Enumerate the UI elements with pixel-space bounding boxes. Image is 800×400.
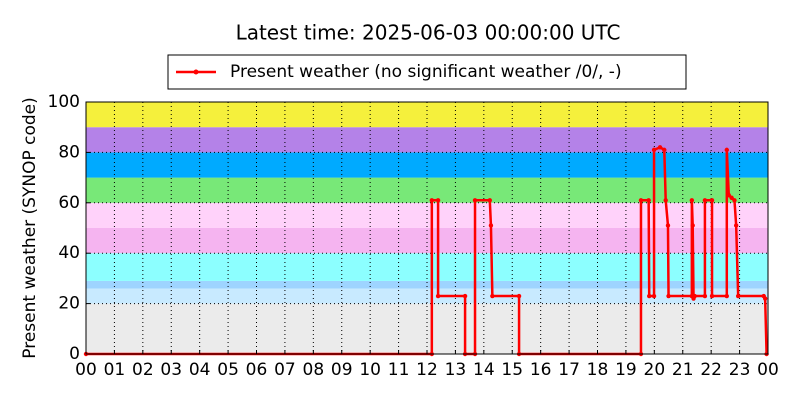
data-point — [435, 293, 441, 299]
data-point — [702, 198, 708, 203]
data-point — [724, 293, 729, 299]
legend: Present weather (no significant weather … — [176, 62, 622, 82]
x-tick-label: 03 — [160, 360, 182, 380]
data-point — [516, 293, 522, 299]
x-tick-label: 23 — [729, 360, 751, 380]
series-line — [86, 146, 768, 356]
x-tick-label: 08 — [303, 360, 325, 380]
data-point — [732, 198, 737, 203]
y-tick-label: 40 — [58, 243, 80, 263]
x-tick-label: 09 — [331, 360, 353, 380]
axes: 0 20 40 60 80 100 00 01 02 03 04 05 06 07 08 09 10 11 12 13… — [48, 92, 779, 380]
legend-label: Present weather (no significant weather … — [230, 62, 622, 82]
x-tick-label: 22 — [700, 360, 722, 380]
data-point — [726, 193, 731, 198]
data-point — [663, 198, 668, 203]
band — [86, 303, 768, 354]
data-point — [709, 198, 715, 203]
data-point — [702, 293, 708, 299]
data-point — [689, 198, 695, 203]
x-tick-label: 00 — [75, 360, 97, 380]
y-tick-label: 80 — [58, 142, 80, 162]
x-tick-label: 00 — [757, 360, 779, 380]
x-tick-label: 14 — [473, 360, 495, 380]
data-point — [472, 198, 478, 203]
x-tick-label: 13 — [445, 360, 467, 380]
data-point — [651, 293, 657, 299]
data-point — [662, 147, 667, 153]
data-point — [488, 223, 494, 228]
data-point — [709, 293, 715, 299]
legend-box — [167, 54, 687, 90]
data-point — [666, 293, 671, 299]
band — [86, 280, 768, 289]
data-point — [762, 296, 768, 301]
data-point — [657, 145, 663, 150]
band — [86, 253, 768, 281]
y-axis-label: Present weather (SYNOP code) — [20, 97, 40, 358]
data-point — [651, 147, 657, 153]
x-tick-label: 21 — [672, 360, 694, 380]
data-point — [490, 293, 495, 299]
bands — [86, 102, 768, 354]
plot — [83, 145, 769, 357]
data-point — [733, 223, 739, 228]
data-point — [647, 293, 652, 299]
x-tick-label: 18 — [587, 360, 609, 380]
x-tick-label: 17 — [558, 360, 580, 380]
data-point — [462, 293, 468, 299]
x-tick-label: 06 — [246, 360, 268, 380]
x-tick-label: 04 — [189, 360, 211, 380]
data-point — [646, 198, 651, 203]
x-tick-label: 11 — [388, 360, 410, 380]
x-tick-label: 19 — [615, 360, 637, 380]
y-tick-label: 0 — [69, 344, 80, 364]
x-tick-label: 01 — [104, 360, 126, 380]
data-point — [690, 223, 695, 228]
y-tick-label: 60 — [58, 193, 80, 213]
data-point — [435, 198, 441, 203]
chart-title: Latest time: 2025-06-03 00:00:00 UTC — [236, 21, 621, 45]
data-point — [429, 198, 435, 203]
x-tick-label: 10 — [359, 360, 381, 380]
y-tick-label: 100 — [48, 92, 80, 112]
data-point — [665, 223, 671, 228]
legend-marker — [193, 69, 199, 75]
x-tick-label: 16 — [530, 360, 552, 380]
data-point — [487, 198, 493, 203]
band — [86, 228, 768, 254]
band — [86, 288, 768, 304]
data-point — [638, 198, 644, 203]
y-tick-label: 20 — [58, 294, 80, 314]
x-tick-label: 15 — [501, 360, 523, 380]
data-point — [729, 195, 734, 200]
x-tick-label: 12 — [416, 360, 438, 380]
x-tick-label: 02 — [132, 360, 154, 380]
data-point — [692, 293, 697, 299]
x-tick-label: 20 — [644, 360, 666, 380]
x-tick-label: 05 — [217, 360, 239, 380]
data-point — [724, 147, 729, 153]
data-point — [735, 293, 741, 299]
x-tick-label: 07 — [274, 360, 296, 380]
